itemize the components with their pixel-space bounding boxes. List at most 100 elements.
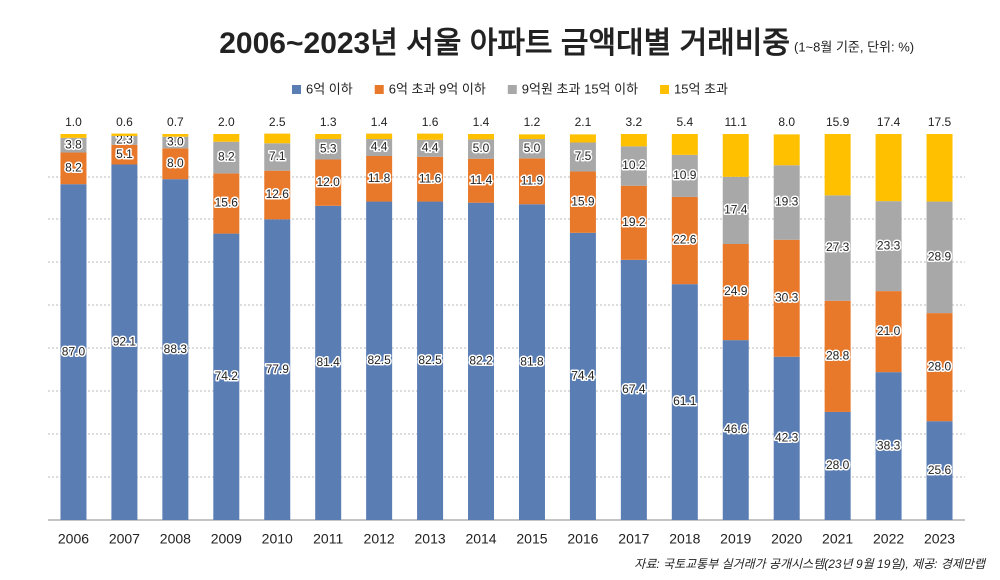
- bar-segment: [264, 133, 291, 144]
- value-label: 82.5: [367, 353, 391, 367]
- legend-label: 6억 초과 9억 이하: [389, 81, 486, 96]
- bar-segment: [111, 133, 138, 136]
- value-label: 4.4: [371, 140, 388, 154]
- bar-segment: [722, 134, 749, 177]
- value-label: 1.3: [320, 115, 337, 129]
- bar-segment: [264, 143, 291, 171]
- value-label: 28.0: [928, 359, 952, 373]
- bar-segment: [671, 154, 698, 197]
- bar-segment: [264, 219, 291, 520]
- bar-segment: [111, 135, 138, 145]
- bar-segment: [773, 134, 800, 166]
- value-label: 30.3: [775, 290, 799, 304]
- x-tick-label: 2008: [160, 531, 191, 547]
- value-label: 0.6: [116, 115, 133, 129]
- bar-segment: [315, 139, 342, 160]
- bar-segment: [60, 134, 87, 138]
- bar-segment: [518, 139, 545, 159]
- value-label: 1.2: [524, 115, 541, 129]
- bar-segment: [213, 173, 240, 234]
- x-tick-label: 2023: [924, 531, 955, 547]
- bar-segment: [162, 179, 189, 521]
- x-tick-label: 2010: [262, 531, 293, 547]
- x-tick-label: 2007: [109, 531, 140, 547]
- value-label: 11.4: [470, 173, 493, 187]
- value-label: 2.1: [575, 115, 592, 129]
- value-label: 11.1: [725, 115, 748, 129]
- value-label: 22.6: [673, 233, 697, 247]
- bar-segment: [366, 201, 393, 521]
- value-label: 74.2: [215, 369, 239, 383]
- bar-segment: [569, 171, 596, 233]
- value-label: 81.8: [520, 354, 544, 368]
- value-label: 12.0: [317, 175, 341, 189]
- bar-segment: [926, 421, 953, 520]
- x-tick-label: 2015: [516, 531, 547, 547]
- x-tick-label: 2022: [873, 531, 904, 547]
- value-label: 28.9: [928, 249, 952, 263]
- value-label: 8.2: [218, 150, 235, 164]
- bar-segment: [620, 134, 647, 147]
- value-label: 28.8: [826, 349, 850, 363]
- value-label: 15.9: [826, 115, 850, 129]
- bar-segment: [569, 142, 596, 172]
- bar-segment: [773, 239, 800, 357]
- bar-segment: [468, 202, 495, 520]
- value-label: 17.4: [877, 115, 901, 129]
- value-label: 27.3: [826, 240, 850, 254]
- bar-segment: [264, 170, 291, 220]
- bar-segment: [824, 411, 851, 520]
- bar-segment: [875, 291, 902, 373]
- x-tick-label: 2013: [415, 531, 446, 547]
- value-label: 1.4: [473, 115, 490, 129]
- bar-segment: [111, 144, 138, 165]
- bar-segment: [518, 134, 545, 140]
- value-label: 2.5: [269, 115, 286, 129]
- value-label: 8.0: [778, 115, 795, 129]
- bar-segment: [773, 165, 800, 240]
- bar-segment: [518, 158, 545, 205]
- x-tick-label: 2018: [669, 531, 700, 547]
- value-label: 1.6: [422, 115, 439, 129]
- bar-segment: [60, 152, 87, 185]
- chart-subtitle: (1~8월 기준, 단위: %): [794, 39, 914, 54]
- bar-segment: [926, 201, 953, 314]
- bar-segment: [773, 356, 800, 520]
- value-label: 17.4: [724, 203, 748, 217]
- bar-segment: [417, 139, 444, 157]
- bar-segment: [620, 259, 647, 520]
- legend-label: 15억 초과: [674, 81, 728, 96]
- bar-segment: [417, 201, 444, 521]
- bar-segment: [366, 133, 393, 140]
- bar-segment: [824, 134, 851, 196]
- value-label: 11.9: [521, 173, 544, 187]
- value-label: 19.2: [622, 215, 646, 229]
- value-label: 67.4: [622, 382, 646, 396]
- value-label: 17.5: [928, 115, 952, 129]
- value-label: 3.8: [65, 137, 82, 151]
- value-label: 25.6: [928, 463, 952, 477]
- bar-segment: [926, 134, 953, 202]
- bar-segment: [315, 205, 342, 520]
- bar-segment: [111, 164, 138, 520]
- x-tick-label: 2006: [58, 531, 89, 547]
- value-label: 92.1: [113, 334, 137, 348]
- value-label: 5.0: [524, 141, 541, 155]
- bar-segment: [213, 233, 240, 520]
- value-label: 15.9: [571, 194, 595, 208]
- value-label: 11.8: [368, 171, 391, 185]
- value-label: 19.3: [775, 195, 799, 209]
- value-label: 8.0: [167, 156, 184, 170]
- x-tick-label: 2012: [364, 531, 395, 547]
- x-tick-label: 2011: [313, 531, 343, 547]
- value-label: 1.4: [371, 115, 388, 129]
- bar-segment: [162, 136, 189, 149]
- bar-segment: [366, 139, 393, 157]
- bar-segment: [315, 134, 342, 140]
- value-label: 5.4: [676, 115, 693, 129]
- bar-segment: [926, 313, 953, 422]
- value-label: 21.0: [877, 324, 901, 338]
- bar-segment: [162, 134, 189, 137]
- value-label: 38.3: [877, 438, 901, 452]
- x-tick-label: 2016: [567, 531, 598, 547]
